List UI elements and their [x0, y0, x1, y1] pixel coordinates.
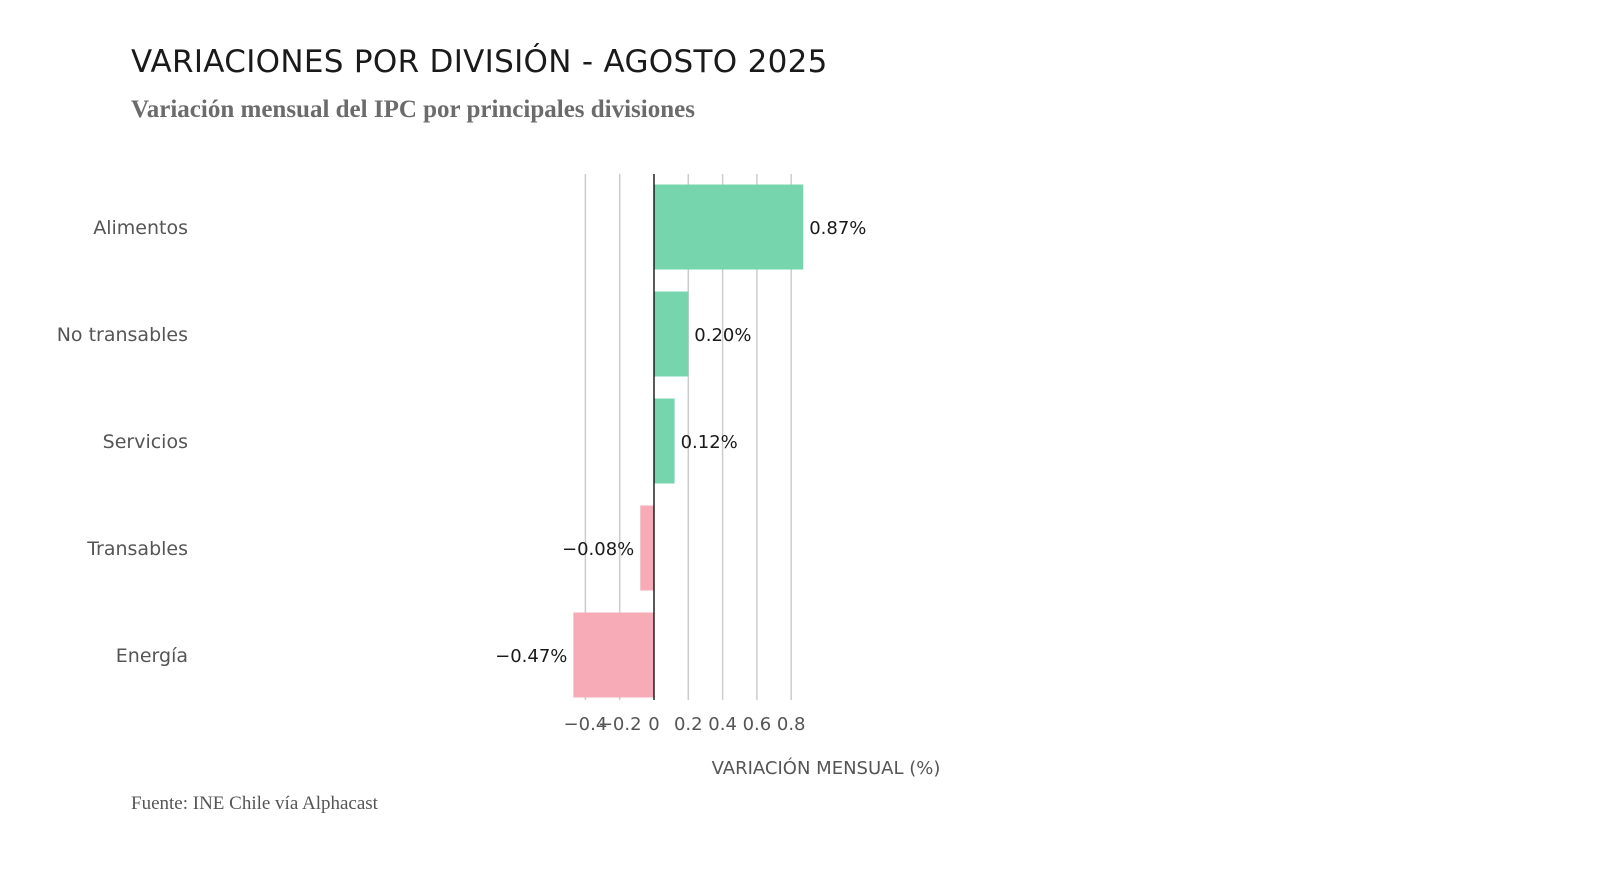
bar: [640, 505, 654, 591]
data-label: −0.47%: [495, 646, 567, 667]
category-labels: Alimentos No transables Servicios Transable…: [57, 217, 188, 667]
bar: [654, 291, 689, 377]
data-label: 0.12%: [681, 432, 738, 453]
source-note: Fuente: INE Chile vía Alphacast: [131, 793, 378, 814]
x-axis-title: VARIACIÓN MENSUAL (%): [712, 757, 941, 779]
chart-subtitle: Variación mensual del IPC por principale…: [131, 96, 695, 123]
data-label: 0.87%: [809, 218, 866, 239]
x-tick-label: 0.8: [777, 714, 806, 735]
x-tick-label: 0.6: [743, 714, 772, 735]
x-tick-label: 0.4: [708, 714, 737, 735]
category-label: Alimentos: [93, 217, 188, 239]
category-label: Servicios: [103, 431, 188, 453]
category-label: Energía: [116, 645, 188, 667]
data-label: −0.08%: [562, 539, 634, 560]
x-tick-labels: −0.4−0.2 0 0.2 0.4 0.6 0.8: [564, 714, 806, 735]
x-tick-label: 0: [648, 714, 659, 735]
chart-title: VARIACIONES POR DIVISIÓN - AGOSTO 2025: [131, 44, 828, 80]
bars: [573, 184, 804, 698]
bar: [573, 612, 654, 698]
category-label: No transables: [57, 324, 188, 346]
x-tick-label: −0.2: [598, 714, 642, 735]
data-labels: 0.87% 0.20% 0.12% −0.08% −0.47%: [495, 218, 866, 667]
category-label: Transables: [86, 538, 188, 560]
bar: [654, 398, 675, 484]
x-tick-label: 0.2: [674, 714, 703, 735]
x-tick-label: −0.4: [564, 714, 608, 735]
bar: [654, 184, 804, 270]
data-label: 0.20%: [694, 325, 751, 346]
